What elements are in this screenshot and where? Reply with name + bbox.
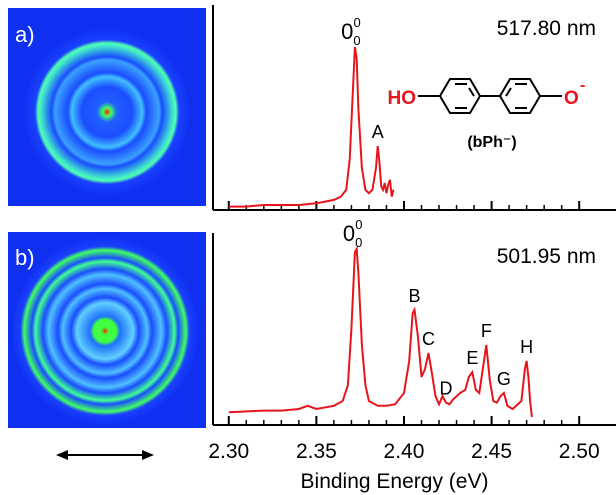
peak-label-text: D (440, 379, 453, 399)
peak-label-sup: 0 (355, 217, 362, 232)
molecule-name: (bPh⁻) (467, 134, 516, 151)
x-tick-label: 2.45 (471, 440, 512, 463)
peak-label-sub: 0 (353, 33, 360, 48)
peak-label: A (372, 122, 384, 142)
peak-label: D (440, 379, 453, 399)
peak-label-text: H (520, 337, 533, 357)
peak-label-text: G (497, 369, 511, 389)
peak-label-text: C (422, 329, 435, 349)
spectrum-line (228, 46, 395, 208)
peak-label-text: 0 (343, 221, 355, 246)
molecule-charge: - (580, 77, 585, 94)
peak-label: B (408, 286, 420, 306)
peak-label: C (422, 329, 435, 349)
molecule-right: O (564, 88, 579, 109)
peak-label: 000 (343, 217, 363, 250)
peak-label-text: F (481, 321, 492, 341)
peak-label: F (481, 321, 492, 341)
peak-label-text: A (372, 122, 384, 142)
peak-label: 000 (341, 15, 361, 48)
wavelength-label: 517.80 nm (497, 17, 596, 40)
polarization-arrow (56, 450, 154, 460)
panel-label: a) (15, 22, 35, 47)
image-a-rings (23, 28, 191, 196)
x-tick-label: 2.40 (384, 440, 425, 463)
x-tick-label: 2.50 (559, 440, 600, 463)
x-axis-label: Binding Energy (eV) (301, 470, 489, 493)
molecule (418, 78, 562, 114)
wavelength-label: 501.95 nm (497, 245, 596, 268)
peak-label-sub: 0 (355, 235, 362, 250)
peak-label: E (466, 348, 478, 368)
spectrum-line (228, 245, 533, 418)
peak-label: H (520, 337, 533, 357)
peak-label-sup: 0 (354, 15, 361, 30)
image-b-rings (11, 237, 199, 425)
x-tick-label: 2.30 (208, 440, 249, 463)
molecule-left: HO (388, 88, 417, 109)
panel-label: b) (15, 245, 35, 270)
peak-label: G (497, 369, 511, 389)
peak-label-text: 0 (341, 19, 353, 44)
peak-label-text: E (466, 348, 478, 368)
peak-label-text: B (408, 286, 420, 306)
x-tick-label: 2.35 (296, 440, 337, 463)
